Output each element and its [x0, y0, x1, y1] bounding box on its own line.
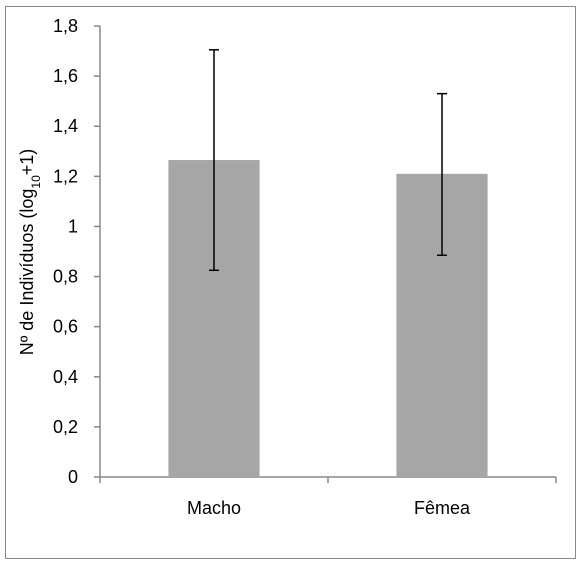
- error-bar: [209, 49, 219, 272]
- y-tick-label: 1: [68, 216, 78, 236]
- y-axis-title-subscript: 10: [29, 175, 43, 189]
- y-tick-label: 1,4: [53, 116, 78, 136]
- y-tick-label: 1,6: [53, 66, 78, 86]
- y-axis: 0 0,2 0,4 0,6 0,8 1 1,2 1,4 1,6 1,8: [53, 16, 101, 487]
- y-tick-label: 0: [68, 467, 78, 487]
- y-axis-title: Nº de Indivíduos (log10+1): [17, 149, 43, 356]
- x-category-label: Fêmea: [414, 498, 471, 518]
- y-tick-label: 0,6: [53, 317, 78, 337]
- bars: [168, 160, 488, 478]
- error-bar: [437, 92, 447, 257]
- y-tick-label: 0,2: [53, 417, 78, 437]
- y-axis-title-suffix: +1): [17, 149, 37, 176]
- x-axis: Macho Fêmea: [99, 476, 557, 518]
- error-bars: [209, 49, 447, 272]
- y-tick-label: 1,2: [53, 166, 78, 186]
- y-axis-title-main: Nº de Indivíduos (log: [17, 189, 37, 356]
- y-tick-label: 0,4: [53, 367, 78, 387]
- x-category-label: Macho: [187, 498, 241, 518]
- y-tick-label: 0,8: [53, 267, 78, 287]
- y-tick-label: 1,8: [53, 16, 78, 36]
